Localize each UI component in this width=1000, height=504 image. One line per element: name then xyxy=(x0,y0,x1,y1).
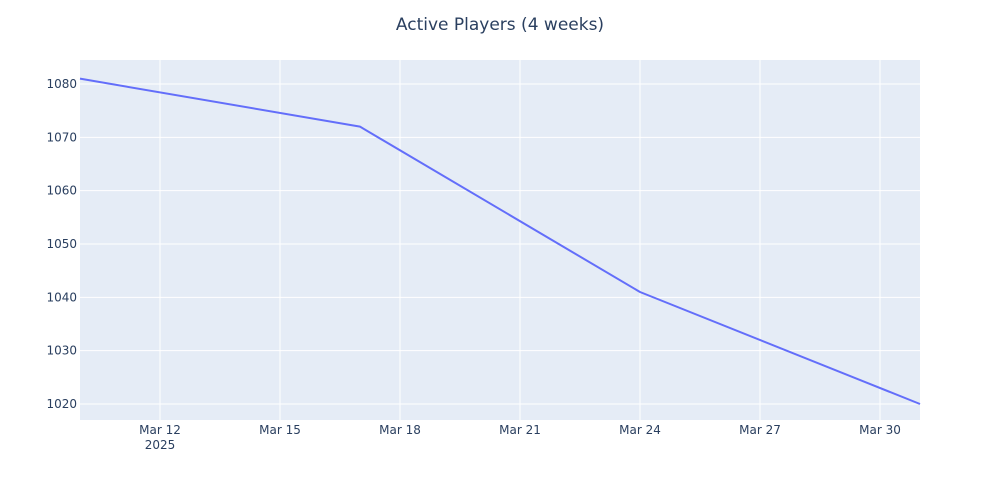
y-tick-label: 1070 xyxy=(46,130,77,144)
y-tick-label: 1080 xyxy=(46,77,77,91)
y-tick-label: 1030 xyxy=(46,344,77,358)
x-tick-label: Mar 12 xyxy=(139,423,181,437)
chart-title: Active Players (4 weeks) xyxy=(396,15,604,35)
y-tick-label: 1020 xyxy=(46,397,77,411)
series-layer xyxy=(79,77,921,405)
x-tick-label: Mar 24 xyxy=(619,423,661,437)
y-axis-tick-labels: 1020 1030 1040 1050 1060 1070 1080 xyxy=(46,77,77,411)
y-tick-label: 1040 xyxy=(46,290,77,304)
y-tick-label: 1050 xyxy=(46,237,77,251)
horizontal-gridlines xyxy=(80,83,920,405)
x-tick-label: Mar 30 xyxy=(859,423,901,437)
y-tick-label: 1060 xyxy=(46,184,77,198)
vertical-gridlines xyxy=(159,60,881,420)
x-tick-label: Mar 18 xyxy=(379,423,421,437)
x-tick-sublabel: 2025 xyxy=(145,438,176,452)
x-tick-label: Mar 21 xyxy=(499,423,541,437)
x-tick-label: Mar 15 xyxy=(259,423,301,437)
x-tick-label: Mar 27 xyxy=(739,423,781,437)
plot-area xyxy=(80,60,920,420)
series-line xyxy=(79,77,921,405)
